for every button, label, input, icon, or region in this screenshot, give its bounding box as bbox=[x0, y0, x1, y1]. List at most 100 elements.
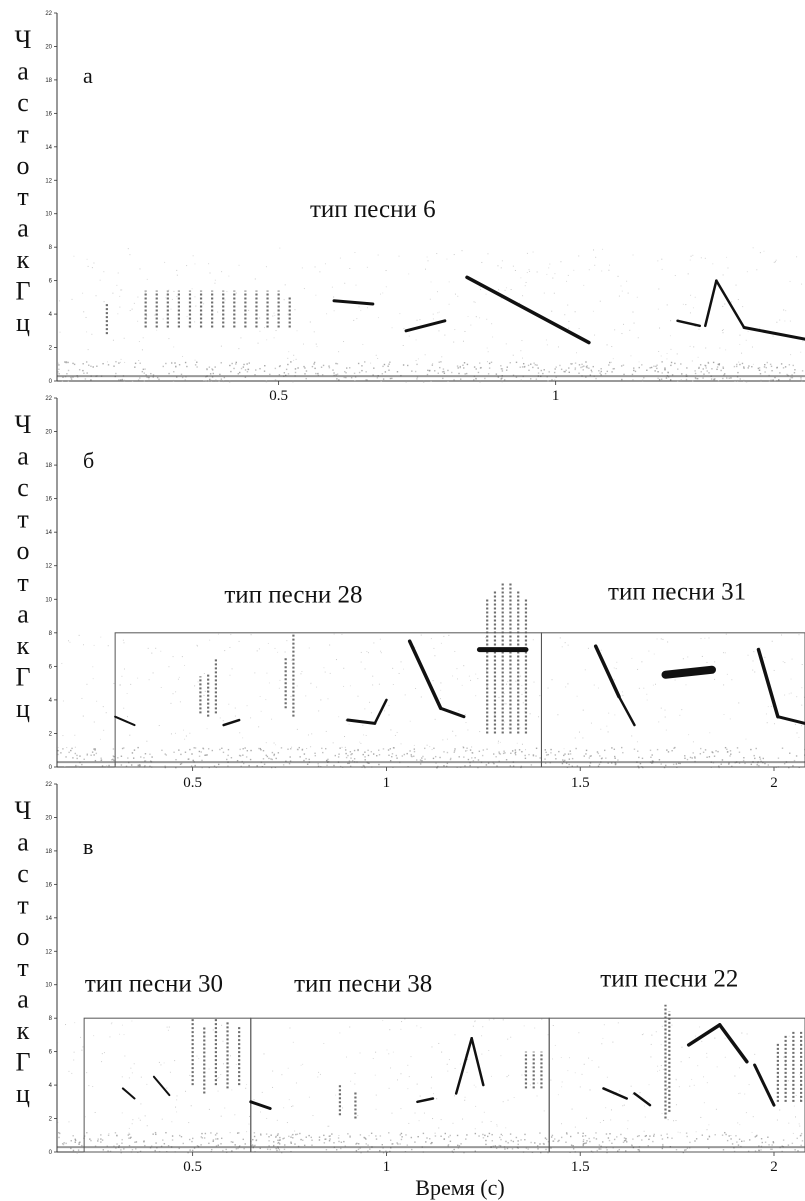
noise-speck bbox=[637, 1149, 639, 1151]
noise-speck bbox=[401, 755, 404, 757]
noise-speck bbox=[357, 1115, 359, 1117]
noise-speck bbox=[184, 361, 187, 364]
noise-speck bbox=[139, 1119, 141, 1121]
noise-speck bbox=[462, 364, 464, 366]
noise-speck bbox=[457, 1144, 459, 1147]
noise-speck bbox=[800, 1098, 802, 1100]
noise-speck bbox=[507, 1038, 509, 1040]
noise-speck bbox=[737, 371, 739, 374]
noise-speck bbox=[343, 341, 345, 343]
noise-speck bbox=[300, 1064, 302, 1066]
noise-speck bbox=[211, 369, 214, 371]
noise-speck bbox=[137, 677, 139, 679]
noise-speck bbox=[632, 1093, 634, 1095]
noise-speck bbox=[461, 250, 463, 252]
noise-speck bbox=[686, 367, 688, 369]
noise-speck bbox=[246, 750, 249, 752]
noise-speck bbox=[466, 750, 468, 752]
noise-speck bbox=[401, 1136, 403, 1138]
noise-speck bbox=[91, 751, 94, 753]
noise-speck bbox=[593, 1137, 595, 1139]
noise-speck bbox=[452, 1122, 454, 1124]
noise-speck bbox=[575, 747, 577, 750]
noise-speck bbox=[105, 712, 107, 714]
noise-speck bbox=[526, 272, 528, 274]
noise-speck bbox=[625, 1137, 627, 1140]
noise-speck bbox=[665, 764, 667, 767]
noise-speck bbox=[380, 293, 382, 295]
noise-speck bbox=[657, 377, 659, 379]
noise-speck bbox=[128, 1077, 130, 1079]
noise-speck bbox=[430, 380, 432, 382]
noise-speck bbox=[793, 759, 796, 762]
noise-speck bbox=[398, 255, 400, 257]
noise-speck bbox=[722, 652, 724, 654]
noise-speck bbox=[118, 362, 120, 364]
y-tick-label: 20 bbox=[45, 44, 52, 50]
noise-speck bbox=[660, 1065, 662, 1067]
noise-speck bbox=[140, 756, 142, 758]
noise-speck bbox=[652, 684, 654, 686]
noise-speck bbox=[520, 277, 522, 279]
noise-speck bbox=[557, 1140, 559, 1143]
noise-speck bbox=[646, 693, 648, 695]
noise-speck bbox=[784, 662, 786, 664]
noise-speck bbox=[431, 1046, 433, 1048]
noise-speck bbox=[192, 255, 194, 257]
noise-speck bbox=[259, 747, 262, 750]
noise-speck bbox=[73, 1051, 75, 1053]
noise-speck bbox=[315, 343, 317, 345]
noise-speck bbox=[382, 365, 384, 368]
noise-speck bbox=[661, 1112, 663, 1114]
noise-speck bbox=[82, 292, 84, 294]
noise-speck bbox=[462, 1118, 464, 1120]
noise-speck bbox=[522, 362, 525, 365]
noise-speck bbox=[490, 361, 493, 363]
noise-speck bbox=[229, 1055, 231, 1057]
noise-speck bbox=[666, 1088, 668, 1090]
noise-speck bbox=[716, 366, 719, 368]
noise-speck bbox=[271, 758, 273, 761]
noise-speck bbox=[694, 370, 696, 372]
noise-speck bbox=[108, 764, 110, 767]
noise-speck bbox=[272, 315, 274, 317]
noise-speck bbox=[528, 369, 530, 372]
noise-speck bbox=[427, 260, 429, 262]
noise-speck bbox=[209, 373, 212, 375]
noise-speck bbox=[786, 373, 788, 376]
noise-speck bbox=[585, 1117, 587, 1119]
noise-speck bbox=[722, 329, 724, 331]
noise-speck bbox=[501, 368, 504, 370]
noise-speck bbox=[506, 1076, 508, 1078]
noise-speck bbox=[275, 1135, 277, 1138]
noise-speck bbox=[581, 366, 584, 368]
noise-speck bbox=[446, 762, 449, 765]
noise-speck bbox=[516, 742, 518, 744]
noise-speck bbox=[617, 759, 619, 761]
noise-speck bbox=[137, 296, 139, 298]
noise-speck bbox=[279, 679, 281, 681]
noise-speck bbox=[333, 764, 335, 767]
noise-speck bbox=[276, 1134, 279, 1137]
noise-speck bbox=[464, 373, 466, 375]
noise-speck bbox=[94, 749, 96, 752]
noise-speck bbox=[265, 754, 267, 757]
noise-speck bbox=[162, 318, 164, 320]
noise-speck bbox=[148, 679, 150, 681]
noise-speck bbox=[602, 1037, 604, 1039]
noise-speck bbox=[514, 269, 516, 271]
noise-speck bbox=[446, 738, 448, 740]
noise-speck bbox=[582, 1135, 584, 1137]
noise-speck bbox=[413, 744, 415, 746]
noise-speck bbox=[728, 763, 730, 765]
noise-speck bbox=[448, 281, 450, 283]
noise-speck bbox=[436, 1098, 438, 1100]
noise-speck bbox=[100, 636, 102, 638]
noise-speck bbox=[502, 752, 505, 755]
noise-speck bbox=[592, 365, 594, 368]
noise-speck bbox=[349, 765, 352, 768]
noise-speck bbox=[113, 759, 115, 762]
y-axis-label-char: т bbox=[17, 890, 28, 919]
noise-speck bbox=[59, 300, 61, 302]
noise-speck bbox=[726, 751, 729, 753]
